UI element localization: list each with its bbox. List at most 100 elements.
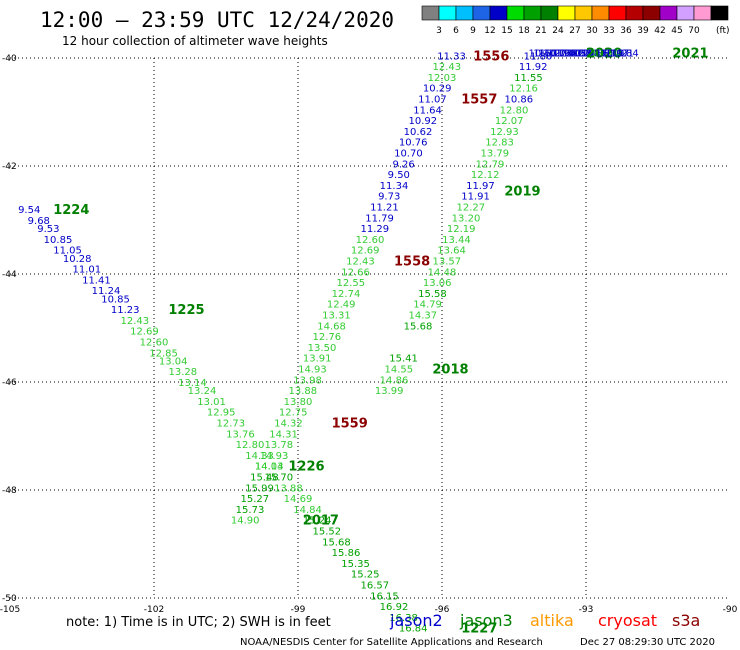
wave-height-point: 12.83 <box>485 138 514 149</box>
colorbar-swatch <box>472 5 491 21</box>
wave-height-point: 10.27 <box>562 49 591 60</box>
wave-height-point: 12.07 <box>495 116 524 127</box>
wave-height-point: 13.99 <box>375 386 404 397</box>
wave-height-point: 10.86 <box>581 49 610 60</box>
colorbar-tick-label: 30 <box>586 26 598 36</box>
wave-height-point: 15.41 <box>389 354 418 365</box>
wave-height-point: 10.76 <box>399 138 428 149</box>
track-time-label: 1224 <box>53 203 89 218</box>
track-time-label: 1557 <box>461 93 497 108</box>
wave-height-point: 11.15 <box>557 49 586 60</box>
wave-height-point: 13.88 <box>274 483 303 494</box>
footer-timestamp: Dec 27 08:29:30 UTC 2020 <box>580 637 715 648</box>
track-time-label: 1556 <box>473 49 509 64</box>
wave-height-point: 15.68 <box>404 321 433 332</box>
wave-height-point: 13.06 <box>423 278 452 289</box>
plot-area: -105 -102 -99 -96 -93 -90 -40 -42 -44 -46 -48 -50 9.… <box>0 47 738 637</box>
wave-height-point: 14.37 <box>408 311 437 322</box>
wave-height-point: 11.79 <box>365 213 394 224</box>
track-time-label: 1227 <box>461 622 497 637</box>
colorbar-swatch <box>557 5 576 21</box>
wave-height-point: 13.80 <box>284 397 313 408</box>
wave-height-point: 14.31 <box>269 429 298 440</box>
wave-height-point: 11.21 <box>370 203 399 214</box>
wave-height-point: 12.55 <box>336 278 365 289</box>
wave-height-point: 10.96 <box>548 49 577 60</box>
wave-height-point: 11.64 <box>413 105 442 116</box>
track-time-label: 2019 <box>504 184 540 199</box>
wave-height-point: 12.76 <box>312 332 341 343</box>
wave-height-point: 14.13 <box>255 462 284 473</box>
wave-height-point: 11.21 <box>605 49 634 60</box>
wave-height-point: 11.01 <box>533 49 562 60</box>
wave-height-point: 14.68 <box>317 321 346 332</box>
colorbar-tick-label: 27 <box>569 26 580 36</box>
wave-height-point: 12.60 <box>356 235 385 246</box>
wave-height-point: 10.73 <box>543 49 572 60</box>
wave-height-point: 12.43 <box>120 316 149 327</box>
wave-height-point: 15.99 <box>245 483 274 494</box>
colorbar: 3 6 9 12 15 18 21 24 27 30 33 36 39 42 45 70 (ft) <box>421 5 730 36</box>
wave-height-point: 9.54 <box>18 205 40 216</box>
wave-height-point: 11.23 <box>576 49 605 60</box>
wave-height-point: 12.85 <box>149 348 178 359</box>
wave-height-point: 11.92 <box>519 62 548 73</box>
colorbar-tick-label: 6 <box>453 26 459 36</box>
wave-height-point: 10.60 <box>528 49 557 60</box>
wave-height-point: 13.79 <box>480 149 509 160</box>
wave-height-point: 11.91 <box>461 192 490 203</box>
wave-height-point: 13.50 <box>308 343 337 354</box>
colorbar-swatch <box>489 5 508 21</box>
x-tick-label: -102 <box>144 605 164 615</box>
wave-height-point: 10.92 <box>408 116 437 127</box>
wave-height-point: 11.97 <box>466 181 495 192</box>
colorbar-tick-label: 24 <box>552 26 564 36</box>
wave-height-point: 10.97 <box>600 49 629 60</box>
legend-jason2: jason2 <box>389 611 443 630</box>
wave-height-point: 12.80 <box>500 105 529 116</box>
colorbar-swatch <box>523 5 542 21</box>
wave-height-point: 15.48 <box>250 473 279 484</box>
wave-height-point: 11.29 <box>360 224 389 235</box>
wave-height-point: 14.04 <box>255 462 284 473</box>
colorbar-tick-label: 9 <box>470 26 476 36</box>
colorbar-tick-label: 33 <box>603 26 614 36</box>
wave-height-point: 16.92 <box>380 602 409 613</box>
y-tick-label: -46 <box>2 378 17 388</box>
wave-height-point: 12.03 <box>428 73 457 84</box>
wave-height-point: 9.73 <box>378 192 400 203</box>
track-time-label: 2017 <box>303 514 339 529</box>
wave-height-point: 12.60 <box>140 338 169 349</box>
wave-height-point: 13.01 <box>197 397 226 408</box>
y-tick-label: -40 <box>2 54 17 64</box>
wave-height-point: 13.88 <box>288 386 317 397</box>
wave-height-point: 11.23 <box>111 305 140 316</box>
wave-height-point: 14.33 <box>245 451 274 462</box>
wave-height-point: 16.57 <box>360 581 389 592</box>
wave-height-point: 9.53 <box>37 224 59 235</box>
wave-height-point: 12.16 <box>509 84 538 95</box>
wave-height-point: 14.55 <box>384 365 413 376</box>
wave-height-point: 12.73 <box>216 419 245 430</box>
wave-height-point: 12.79 <box>476 159 505 170</box>
wave-height-point: 16.38 <box>389 613 418 624</box>
wave-height-point: 12.27 <box>456 203 485 214</box>
wave-height-point: 9.26 <box>392 159 414 170</box>
wave-height-point: 12.49 <box>327 300 356 311</box>
track-time-label: 1558 <box>394 255 430 270</box>
wave-height-point: 14.48 <box>428 267 457 278</box>
wave-height-point: 14.84 <box>293 505 322 516</box>
wave-height-point: 12.43 <box>346 257 375 268</box>
wave-height-point: 9.68 <box>28 216 50 227</box>
wave-height-point: 12.69 <box>130 327 159 338</box>
wave-height-point: 15.73 <box>236 505 265 516</box>
colorbar-tick-label: 12 <box>484 26 495 36</box>
x-tick-label: -96 <box>435 605 450 615</box>
wave-height-point: 10.85 <box>101 294 130 305</box>
colorbar-swatch <box>693 5 712 21</box>
colorbar-tick-label: 70 <box>688 26 700 36</box>
track-time-label: 1226 <box>288 460 324 475</box>
colorbar-swatch <box>608 5 627 21</box>
wave-height-point: 16.84 <box>399 624 428 635</box>
